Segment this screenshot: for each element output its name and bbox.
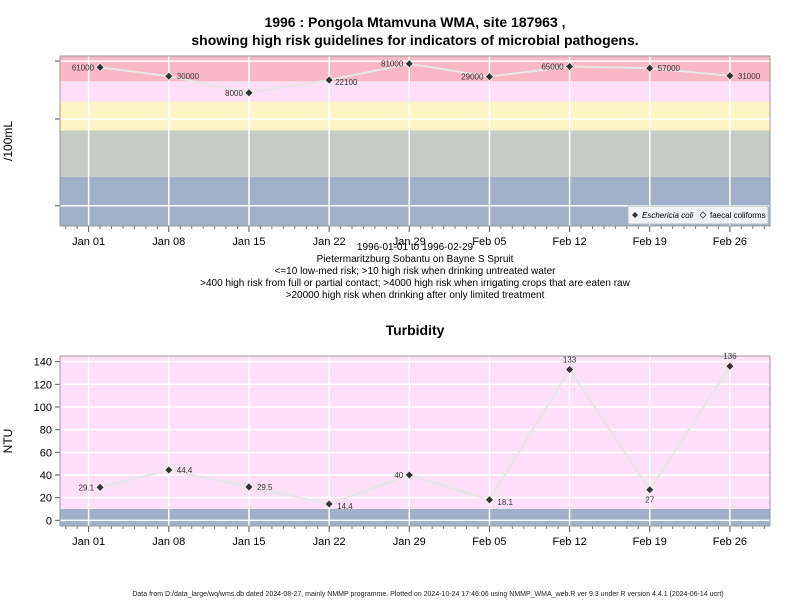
data-label: 27 [645,496,654,505]
y-tick-label: 40 [40,470,52,482]
data-point [485,495,494,505]
legend-box [627,205,769,225]
chart-title-line2: showing high risk guidelines for indicat… [191,32,638,48]
y-tick-label: 20 [40,493,52,505]
data-label: 8000 [225,89,243,98]
x-tick-label: Jan 01 [72,536,105,548]
data-point [244,482,254,492]
y-tick-label: 0 [46,515,52,527]
legend-marker-faecal [699,211,707,219]
microbial-panel: Jan 01 Jan 08 Jan 15 Jan 22 Jan 29 Feb 05 Feb … [1,55,771,248]
data-point [95,62,105,72]
plot-frame [59,55,771,227]
x-tick-label: Feb 26 [713,236,747,248]
data-point [565,365,575,375]
data-label: 29000 [461,73,484,82]
risk-band [60,101,770,131]
data-point [725,361,735,371]
data-label: 81000 [381,60,404,69]
plot-frame [59,355,771,527]
data-point [324,75,334,85]
turbidity-panel: Jan 01 Jan 08 Jan 15 Jan 22 Jan 29 Feb 05 Feb … [1,352,771,548]
x-tick-label: Feb 19 [633,536,667,548]
risk-band [60,509,770,526]
x-tick-label: Jan 29 [393,536,426,548]
risk-band [60,81,770,102]
data-label: 61000 [72,63,95,72]
data-label: 29.1 [79,483,95,492]
x-tick-label: Jan 22 [313,536,346,548]
data-label: 22100 [335,78,358,87]
data-label: 44.4 [177,466,193,475]
caption-line-0: 1996-01-01 to 1996-02-29 [357,242,474,253]
x-tick-label: Jan 22 [313,236,346,248]
caption-line-2: <=10 low-med risk; >10 high risk when dr… [275,266,557,277]
data-label: 18.1 [497,498,513,507]
data-point [324,499,334,509]
y-tick-label: 100 [34,402,52,414]
risk-band [60,130,770,177]
data-point [404,470,414,480]
x-tick-label: Feb 12 [552,536,586,548]
data-point [164,71,174,81]
data-label: 136 [723,352,737,361]
data-point [565,62,575,71]
data-point [95,482,105,492]
x-tick-label: Jan 15 [232,236,265,248]
y-tick-label: 140 [34,357,52,369]
x-tick-label: Feb 12 [552,236,586,248]
y-tick-label: 120 [34,379,52,391]
data-point [164,465,174,475]
y-tick-label: 60 [40,447,52,459]
chart-title-line1: 1996 : Pongola Mtamvuna WMA, site 187963… [264,14,565,30]
data-label: 57000 [658,64,681,73]
turbidity-title: Turbidity [386,322,445,338]
x-tick-label: Feb 26 [713,536,747,548]
risk-band [60,356,770,509]
x-tick-label: Jan 08 [152,536,185,548]
x-tick-label: Jan 29 [393,236,426,248]
data-label: 40 [394,471,403,480]
caption-line-1: Pietermaritzburg Sobantu on Bayne S Spru… [317,254,514,265]
data-point [485,72,494,82]
data-label: 30000 [177,72,200,81]
data-label: 31000 [738,72,761,81]
x-tick-label: Jan 01 [72,236,105,248]
data-point [645,485,655,495]
data-label: 29.5 [257,483,273,492]
data-label: 133 [563,356,577,365]
data-point [244,88,254,98]
legend-marker-ecoli [632,212,638,218]
caption-line-3: >400 high risk from full or partial cont… [200,278,630,289]
y-tick-label: 80 [40,425,52,437]
data-point [725,71,735,81]
data-point [404,59,414,69]
legend-label-ecoli: Eschericia coli [642,211,693,220]
data-label: 14.4 [337,502,353,511]
y-axis-label: NTU [1,429,15,454]
data-label: 65000 [541,63,564,72]
x-tick-label: Feb 05 [472,236,506,248]
x-tick-label: Feb 05 [472,536,506,548]
x-tick-label: Feb 19 [633,236,667,248]
legend-label-faecal: faecal coliforms [710,211,766,220]
x-tick-label: Jan 15 [232,536,265,548]
x-tick-label: Jan 08 [152,236,185,248]
data-point [645,63,655,73]
footer-note: Data from D:/data_large/wq/wms.db dated … [132,591,723,598]
y-axis-label: /100mL [1,121,15,161]
caption-line-4: >20000 high risk when drinking after onl… [286,290,545,301]
